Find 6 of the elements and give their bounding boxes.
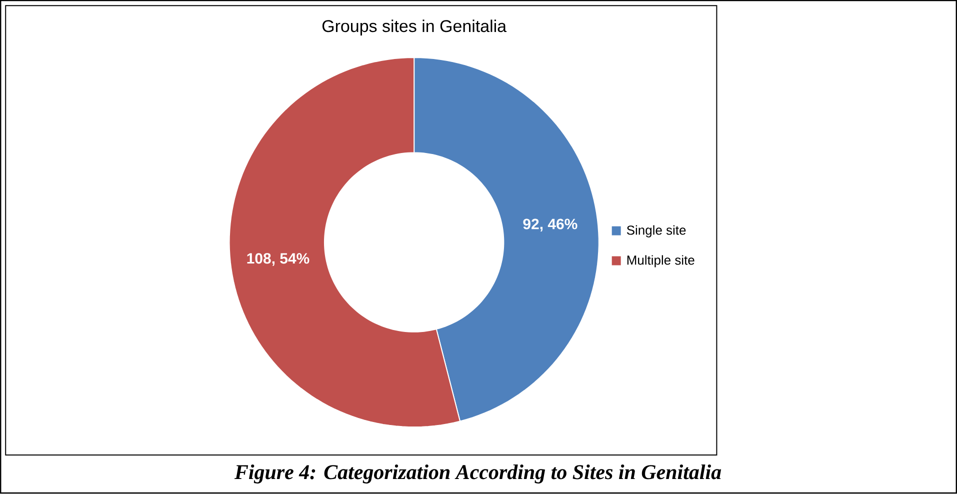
data-label: 108, 54% <box>247 253 310 266</box>
caption: Figure 4: Categorization According to Sites in Genitalia <box>234 464 722 484</box>
data-label: 92, 46% <box>523 218 578 232</box>
legend-label: Single site <box>626 225 686 238</box>
chart-title: Groups sites in Genitalia <box>322 20 507 36</box>
legend-label: Multiple site <box>627 255 694 268</box>
